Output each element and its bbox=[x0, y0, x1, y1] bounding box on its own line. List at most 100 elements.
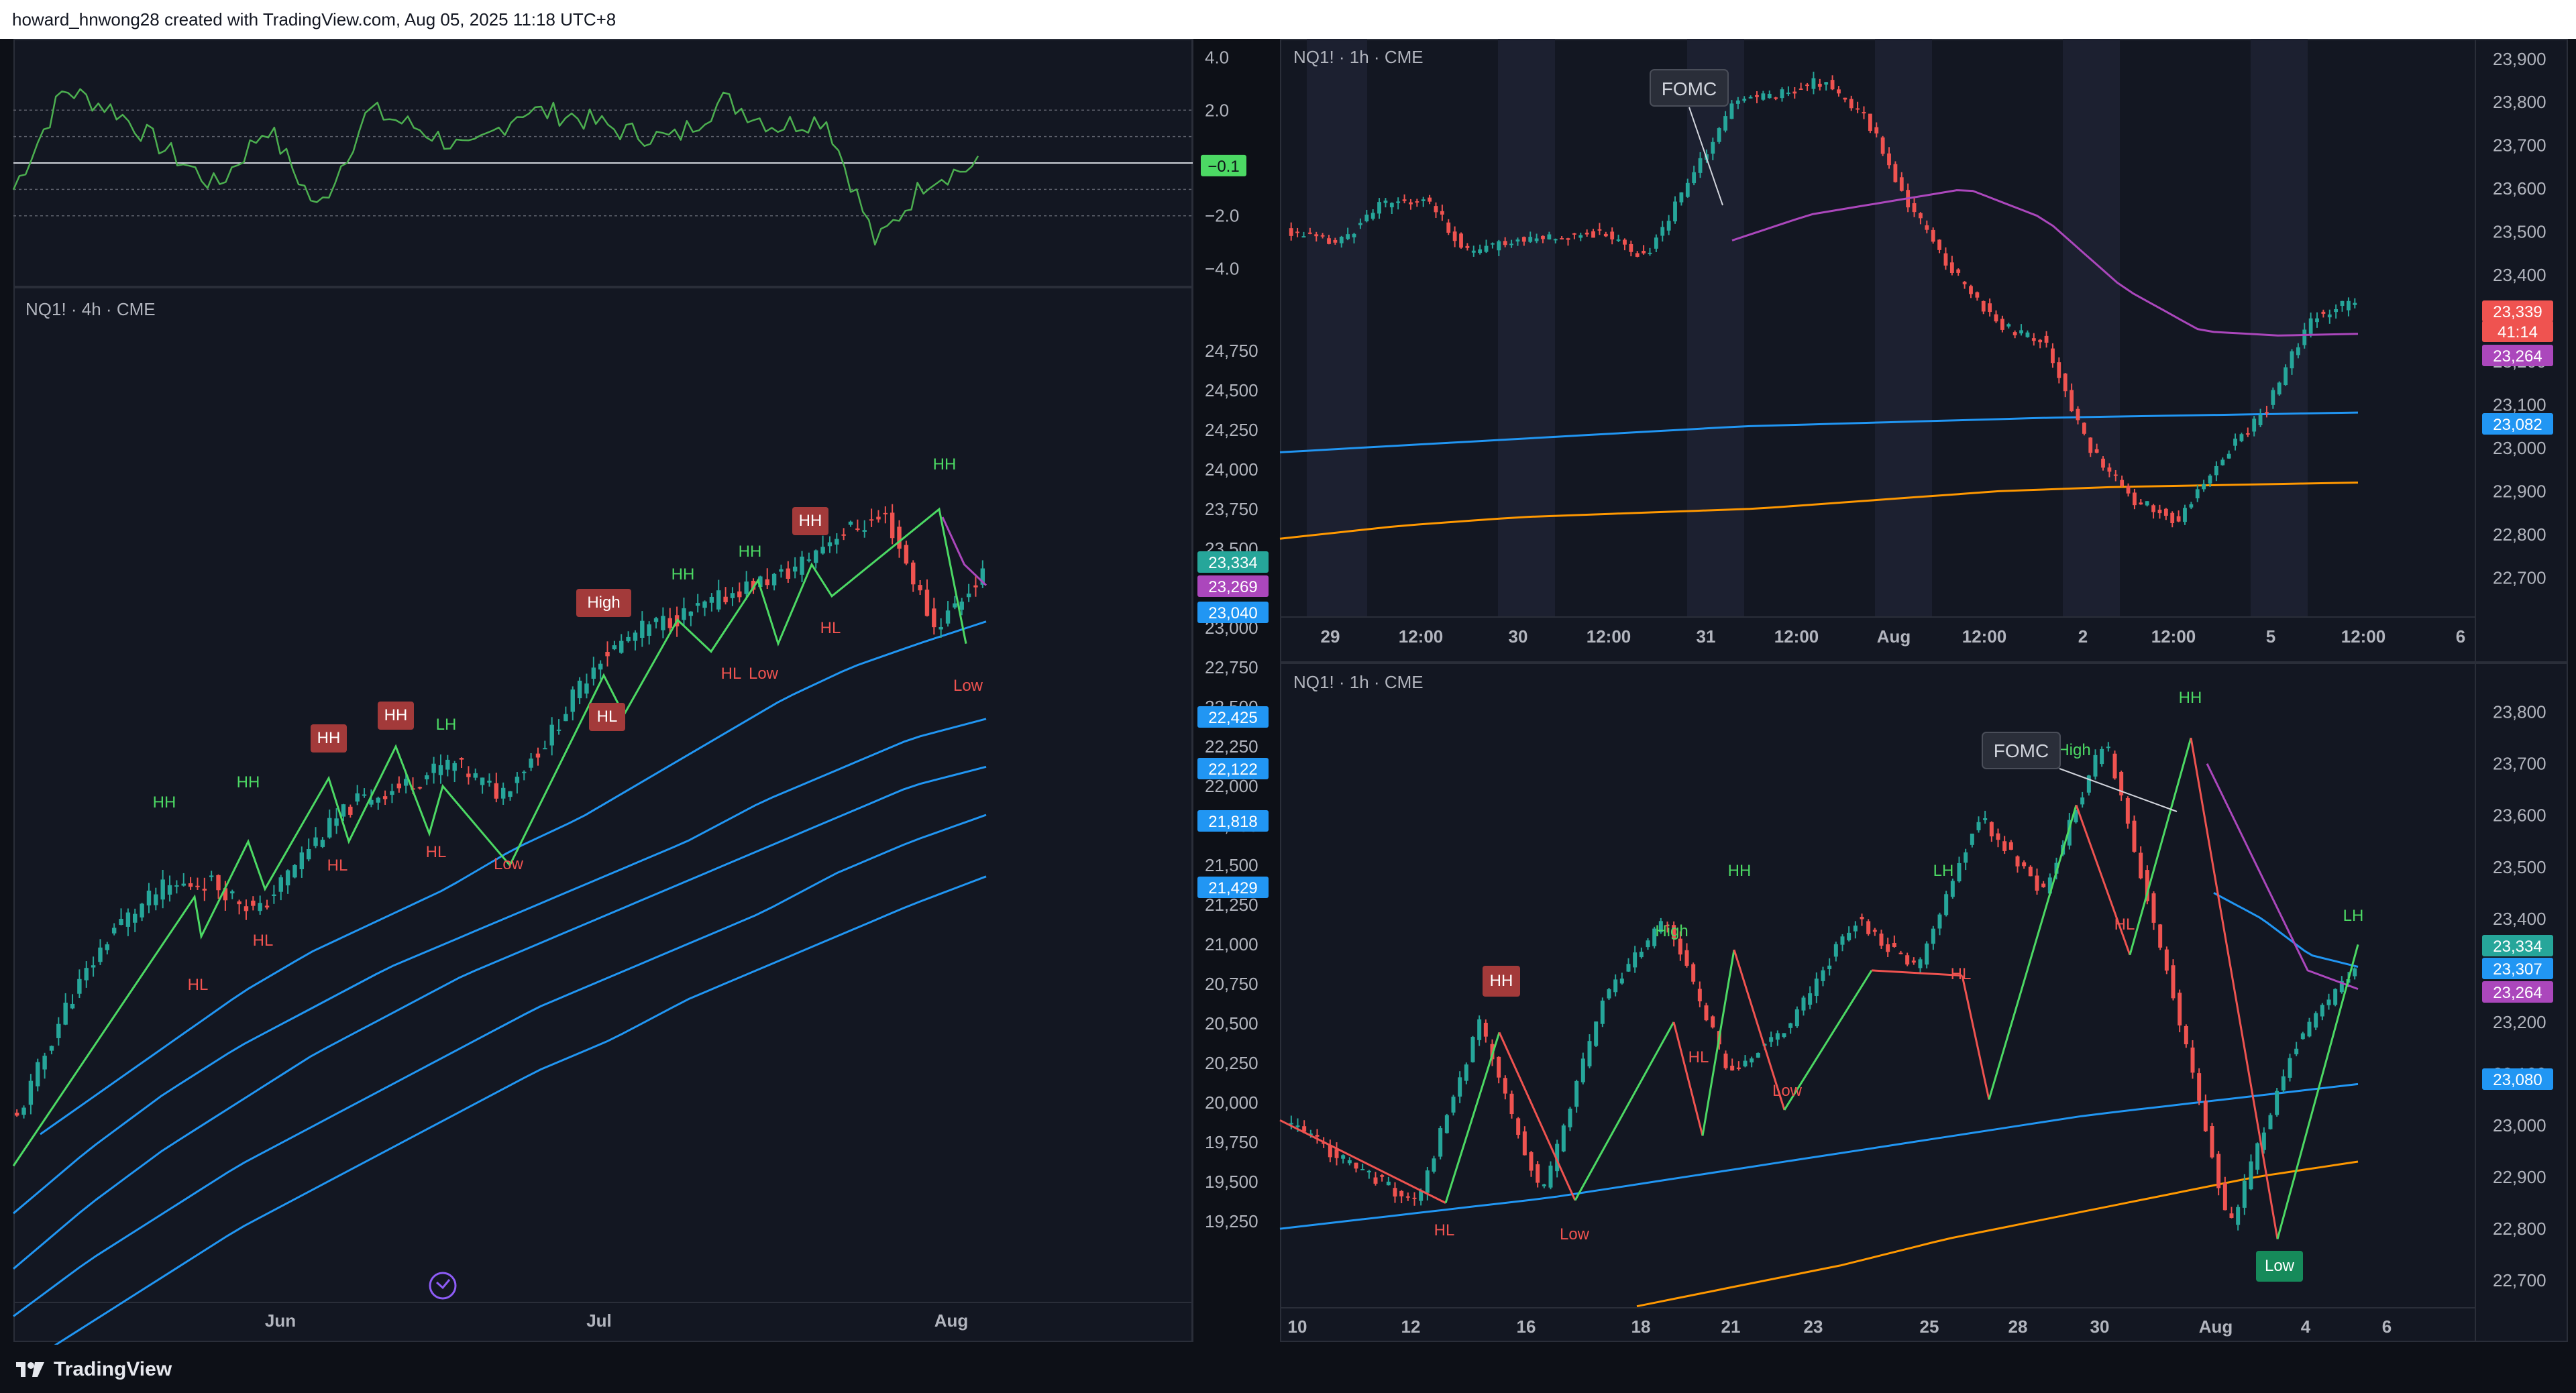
top-right-candle bbox=[1547, 234, 1552, 239]
bottom-right-swing-label: High bbox=[2057, 741, 2090, 759]
left-price-tick: 20,000 bbox=[1205, 1093, 1258, 1113]
bottom-right-candle bbox=[2294, 1048, 2299, 1054]
bottom-right-candle bbox=[1464, 1064, 1468, 1081]
top-right-candle bbox=[1717, 128, 1721, 142]
top-right-time-tick: 12:00 bbox=[2341, 626, 2386, 647]
bottom-right-candle bbox=[1672, 925, 1676, 940]
bottom-right-chart-panel[interactable] bbox=[1280, 663, 2568, 1342]
top-right-candle bbox=[1887, 153, 1891, 166]
top-right-vwap-badge: 23,264 bbox=[2493, 347, 2542, 366]
top-right-candle bbox=[1585, 232, 1589, 235]
left-candle bbox=[723, 596, 728, 602]
top-right-candle bbox=[2321, 311, 2326, 314]
left-chart-panel[interactable] bbox=[13, 287, 1193, 1342]
bottom-right-time-tick: 21 bbox=[1721, 1317, 1741, 1337]
left-candle bbox=[876, 516, 881, 520]
left-candle bbox=[938, 626, 943, 630]
bottom-right-candle bbox=[1425, 1170, 1430, 1193]
left-candle bbox=[494, 783, 499, 799]
left-price-badge-bg bbox=[1197, 575, 1269, 597]
top-right-ema-line bbox=[1279, 411, 2359, 453]
bottom-right-candle bbox=[2203, 1101, 2208, 1131]
left-candle bbox=[619, 640, 624, 653]
bottom-right-candle bbox=[1607, 989, 1611, 999]
top-right-candle bbox=[1578, 235, 1583, 238]
top-right-price-tick: 23,900 bbox=[2493, 49, 2546, 69]
bottom-right-candle bbox=[2178, 993, 2182, 1025]
bottom-right-price-badge: 23,334 bbox=[2493, 938, 2542, 956]
top-right-candle bbox=[1452, 231, 1457, 241]
top-right-candle bbox=[1925, 225, 1929, 230]
bottom-right-candle bbox=[2236, 1207, 2241, 1225]
left-price-badge-bg bbox=[1197, 706, 1269, 728]
left-candle bbox=[890, 512, 895, 539]
top-right-vwap-badge-bg bbox=[2482, 345, 2553, 366]
left-candle bbox=[688, 611, 694, 616]
bottom-right-candle bbox=[1801, 997, 1806, 1011]
left-price-badge-bg bbox=[1197, 810, 1269, 832]
top-right-candle bbox=[1666, 221, 1671, 231]
bottom-right-candle bbox=[2080, 797, 2085, 805]
bottom-right-price-tick: 23,200 bbox=[2493, 1012, 2546, 1032]
top-right-candle bbox=[2233, 438, 2237, 446]
top-right-candle bbox=[2252, 419, 2257, 432]
bottom-right-candle bbox=[1639, 951, 1644, 958]
bottom-right-candle bbox=[1691, 964, 1696, 982]
top-right-candle bbox=[2353, 302, 2357, 305]
left-price-tick: 23,750 bbox=[1205, 499, 1258, 519]
top-right-candle bbox=[2308, 318, 2313, 334]
top-right-candle bbox=[2296, 347, 2300, 355]
bottom-right-candle bbox=[2041, 883, 2046, 887]
top-right-candle bbox=[1868, 113, 1872, 131]
left-candle bbox=[737, 591, 742, 598]
top-right-annotation-arrow bbox=[1688, 107, 1723, 206]
bottom-right-zigzag-line bbox=[1783, 970, 1873, 1111]
bottom-right-zigzag-line bbox=[2190, 737, 2279, 1239]
top-right-candle bbox=[1396, 201, 1401, 203]
top-right-time-tick: 6 bbox=[2456, 626, 2465, 647]
top-right-candle bbox=[2271, 390, 2275, 405]
bottom-right-candle bbox=[1750, 1058, 1754, 1063]
bottom-right-candle bbox=[1788, 1023, 1793, 1028]
left-candle bbox=[598, 663, 603, 670]
top-right-candle bbox=[1415, 201, 1419, 203]
bottom-right-candle bbox=[1509, 1093, 1514, 1115]
left-candle bbox=[223, 888, 228, 901]
bottom-right-swing-label: Low bbox=[2265, 1257, 2295, 1275]
bottom-right-time-tick: 30 bbox=[2090, 1317, 2110, 1337]
left-price-tick: 21,250 bbox=[1205, 895, 1258, 915]
bottom-right-candle bbox=[2326, 999, 2331, 1005]
left-candle bbox=[515, 777, 520, 783]
bottom-right-candle bbox=[2242, 1180, 2247, 1208]
left-candle bbox=[49, 1046, 54, 1051]
bottom-right-candle bbox=[1866, 921, 1871, 934]
left-price-tick: 19,750 bbox=[1205, 1132, 1258, 1152]
bottom-right-candle bbox=[2222, 1182, 2227, 1211]
bottom-right-candle bbox=[1840, 936, 1845, 945]
left-candle bbox=[508, 791, 513, 797]
top-right-candle bbox=[1295, 231, 1299, 233]
left-candle bbox=[403, 779, 409, 786]
top-right-candle bbox=[1635, 253, 1640, 257]
left-candle bbox=[91, 965, 96, 968]
bottom-right-candle bbox=[1315, 1135, 1320, 1137]
bottom-right-zigzag-line bbox=[1672, 1021, 1704, 1136]
bottom-right-price-tick: 23,400 bbox=[2493, 909, 2546, 929]
left-candle bbox=[452, 763, 457, 771]
left-candle bbox=[487, 780, 492, 783]
left-candle bbox=[480, 777, 485, 785]
left-swing-label: HH bbox=[153, 793, 176, 812]
bottom-right-candle bbox=[1613, 979, 1618, 993]
replay-icon bbox=[429, 1272, 457, 1300]
bottom-right-price-badge: 23,080 bbox=[2493, 1071, 2542, 1089]
bottom-right-candle bbox=[1600, 1000, 1605, 1024]
top-right-price-tick: 23,400 bbox=[2493, 265, 2546, 285]
top-right-candle bbox=[1755, 95, 1759, 97]
top-right-countdown-badge: 41:14 bbox=[2498, 323, 2538, 341]
bottom-right-chart-title: NQ1! · 1h · CME bbox=[1293, 672, 1424, 692]
bottom-right-candle bbox=[1860, 917, 1864, 920]
bottom-right-candle bbox=[1516, 1118, 1521, 1135]
left-candle bbox=[765, 579, 769, 586]
top-right-candle bbox=[1459, 233, 1463, 248]
left-candle bbox=[549, 724, 554, 746]
